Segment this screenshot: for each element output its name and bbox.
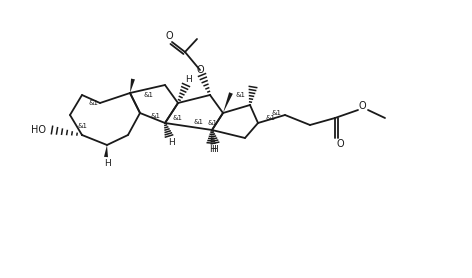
Polygon shape — [223, 92, 233, 113]
Text: O: O — [196, 65, 204, 75]
Text: &1: &1 — [172, 115, 182, 121]
Text: &1: &1 — [235, 92, 245, 98]
Text: H: H — [104, 158, 110, 168]
Text: O: O — [358, 101, 366, 111]
Text: O: O — [165, 31, 173, 41]
Text: O: O — [336, 139, 344, 149]
Text: &1: &1 — [143, 92, 153, 98]
Text: HO: HO — [31, 125, 46, 135]
Text: &1: &1 — [150, 113, 160, 119]
Text: H: H — [185, 75, 191, 83]
Polygon shape — [130, 79, 135, 93]
Text: H: H — [209, 145, 215, 153]
Text: H: H — [211, 145, 219, 153]
Text: &1: &1 — [88, 100, 98, 106]
Polygon shape — [104, 145, 108, 157]
Text: H: H — [168, 138, 174, 147]
Text: &1: &1 — [271, 110, 281, 116]
Text: &1: &1 — [194, 119, 204, 125]
Text: &1: &1 — [77, 123, 87, 129]
Text: &1: &1 — [208, 120, 218, 126]
Text: &1: &1 — [265, 115, 275, 121]
